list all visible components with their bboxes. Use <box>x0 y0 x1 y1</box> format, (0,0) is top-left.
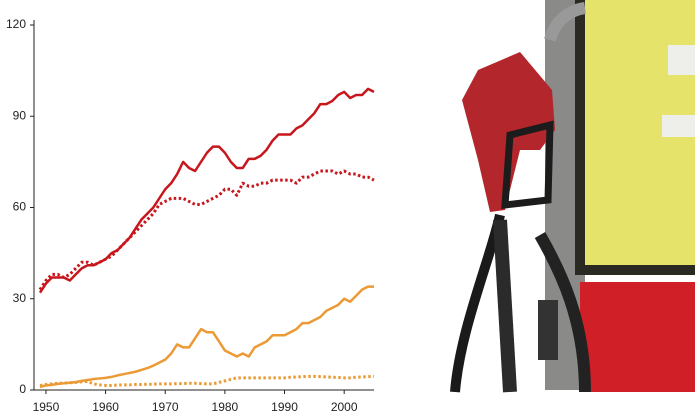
x-tick-label: 1970 <box>152 400 179 414</box>
series-line <box>39 285 374 389</box>
gas-pump-photo <box>450 0 695 393</box>
x-tick-label: 2000 <box>331 400 358 414</box>
y-tick-label: 0 <box>19 382 26 396</box>
hose <box>493 219 517 393</box>
series-line <box>39 374 375 387</box>
hose <box>450 213 505 393</box>
price-window <box>668 45 695 75</box>
x-tick-label: 1960 <box>92 400 119 414</box>
y-tick-label: 120 <box>6 17 26 31</box>
series-line <box>38 169 375 291</box>
x-tick-label: 1980 <box>212 400 239 414</box>
nozzle-lever <box>501 120 554 209</box>
y-tick-label: 30 <box>13 291 27 305</box>
price-window <box>662 115 695 137</box>
series-line <box>38 87 375 294</box>
y-tick-label: 60 <box>13 200 27 214</box>
nozzle-holder <box>538 300 558 360</box>
y-tick-label: 90 <box>13 108 27 122</box>
x-tick-label: 1950 <box>33 400 60 414</box>
hose <box>534 232 591 393</box>
red-panel <box>580 282 695 392</box>
x-tick-label: 1990 <box>271 400 298 414</box>
spout-pipe <box>544 2 587 42</box>
